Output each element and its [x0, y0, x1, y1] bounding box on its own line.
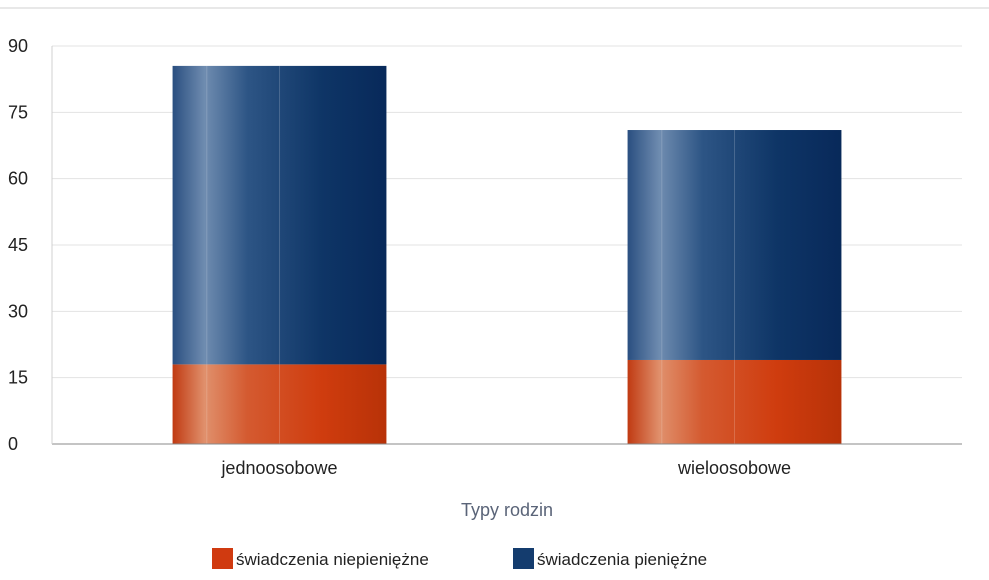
x-axis-categories: jednoosobowe wieloosobowe: [220, 458, 791, 478]
bar-segment-niepieniezne: [172, 364, 387, 444]
y-tick-label: 0: [8, 434, 18, 454]
bar-segment-pieniezne: [172, 65, 387, 365]
x-category-label: jednoosobowe: [220, 458, 337, 478]
y-tick-label: 90: [8, 36, 28, 56]
y-tick-label: 60: [8, 169, 28, 189]
x-axis-title: Typy rodzin: [461, 500, 553, 520]
bar-segment-pieniezne: [627, 130, 842, 360]
y-tick-label: 30: [8, 301, 28, 321]
legend-label: świadczenia niepieniężne: [236, 550, 429, 569]
y-tick-label: 75: [8, 102, 28, 122]
legend: świadczenia niepieniężne świadczenia pien…: [212, 548, 707, 569]
x-category-label: wieloosobowe: [677, 458, 791, 478]
legend-swatch: [212, 548, 233, 569]
y-axis-ticks: 0 15 30 45 60 75 90: [8, 36, 28, 454]
y-tick-label: 45: [8, 235, 28, 255]
bar-segment-niepieniezne: [627, 359, 842, 444]
legend-label: świadczenia pieniężne: [537, 550, 707, 569]
legend-swatch: [513, 548, 534, 569]
y-tick-label: 15: [8, 368, 28, 388]
bars: [172, 65, 842, 444]
